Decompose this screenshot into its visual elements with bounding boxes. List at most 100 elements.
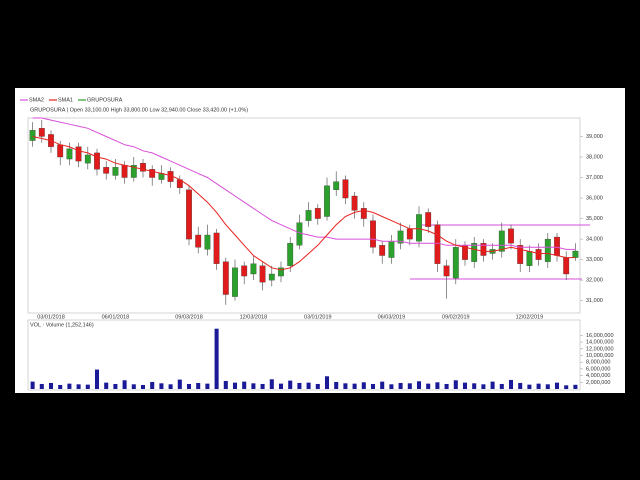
volume-bar xyxy=(324,376,330,389)
x-tick-label: 09/03/2018 xyxy=(175,314,203,320)
volume-bar xyxy=(435,382,440,389)
y-tick-label: 31,000 xyxy=(586,298,603,304)
y-tick-label: 16,000,000 xyxy=(586,333,614,339)
volume-bar xyxy=(481,384,486,389)
y-tick-label: 14,000,000 xyxy=(586,340,614,346)
volume-info: VOL · Volume (1,252,146) xyxy=(30,322,94,328)
volume-bar xyxy=(58,384,63,389)
candle-body xyxy=(434,224,441,264)
volume-bar xyxy=(462,382,468,389)
candle-body xyxy=(480,243,487,256)
candle-body xyxy=(379,245,386,256)
candle-body xyxy=(508,228,514,244)
candle-body xyxy=(75,146,82,162)
volume-bar xyxy=(196,382,201,389)
volume-bar xyxy=(389,384,394,389)
sma-line xyxy=(32,117,576,250)
volume-bar xyxy=(177,379,182,389)
price-info: GRUPOSURA | Open 33,100.00 High 33,800.0… xyxy=(30,107,248,113)
x-tick-label: 12/02/2019 xyxy=(516,314,544,320)
candle-body xyxy=(388,241,395,258)
candle-body xyxy=(471,243,478,262)
volume-bar xyxy=(490,381,495,389)
candle-body xyxy=(333,181,340,190)
candle-body xyxy=(130,165,137,178)
candle-body xyxy=(222,261,229,295)
volume-bar xyxy=(122,380,127,389)
x-tick-label: 12/03/2018 xyxy=(240,314,268,320)
candle-body xyxy=(84,154,91,164)
volume-bar xyxy=(242,381,247,389)
candle-body xyxy=(360,208,367,219)
candle-body xyxy=(452,247,459,279)
candle-body xyxy=(103,167,110,174)
y-tick-label: 10,000,000 xyxy=(586,353,614,359)
candle-body xyxy=(287,243,294,266)
volume-bar xyxy=(104,382,109,389)
volume-bar xyxy=(85,384,90,389)
candle-body xyxy=(241,265,248,277)
candle-body xyxy=(140,163,146,172)
volume-bar xyxy=(573,384,578,389)
y-tick-label: 4,000,000 xyxy=(586,373,610,379)
candle-body xyxy=(572,250,579,258)
candle-body xyxy=(342,179,349,199)
volume-bar xyxy=(444,383,449,389)
volume-bar xyxy=(453,380,458,389)
volume-frame xyxy=(27,319,581,391)
candle-body xyxy=(406,228,413,240)
volume-bar xyxy=(30,381,35,389)
volume-bar xyxy=(186,383,192,389)
volume-bar xyxy=(334,381,339,389)
volume-bar xyxy=(416,381,422,389)
x-tick-label: 09/02/2019 xyxy=(442,314,470,320)
y-tick-label: 36,000 xyxy=(586,196,603,202)
legend-label: GRUPOSURA xyxy=(87,97,123,103)
volume-bar xyxy=(269,379,274,389)
volume-bar xyxy=(380,381,385,389)
volume-bar xyxy=(352,383,357,389)
chart-panel xyxy=(15,88,625,393)
volume-bar xyxy=(499,383,504,389)
x-tick-label: 03/01/2019 xyxy=(304,314,332,320)
volume-bar xyxy=(223,380,228,389)
volume-bar xyxy=(564,385,569,389)
volume-bar xyxy=(159,383,164,389)
y-tick-label: 8,000,000 xyxy=(586,360,610,366)
candle-body xyxy=(195,234,202,248)
volume-bar xyxy=(426,383,431,389)
candle-body xyxy=(204,234,211,250)
volume-bar xyxy=(398,382,403,389)
candle-body xyxy=(29,130,36,141)
volume-bar xyxy=(113,383,118,389)
candle-body xyxy=(498,230,505,252)
y-tick-label: 2,000,000 xyxy=(586,380,610,386)
volume-bar xyxy=(370,383,376,389)
x-tick-label: 03/01/2018 xyxy=(37,314,65,320)
volume-bar xyxy=(527,384,532,389)
volume-bar xyxy=(315,383,320,389)
volume-bar xyxy=(76,384,81,389)
volume-bar xyxy=(168,384,173,389)
candle-body xyxy=(305,210,312,221)
candle-body xyxy=(213,232,220,264)
candle-body xyxy=(397,230,404,244)
candle-body xyxy=(314,208,321,219)
y-tick-label: 39,000 xyxy=(586,134,603,140)
candle-body xyxy=(66,148,73,160)
price-frame xyxy=(27,117,581,314)
volume-bar xyxy=(131,384,136,389)
candle-body xyxy=(250,263,257,275)
candle-body xyxy=(425,212,432,227)
y-tick-label: 6,000,000 xyxy=(586,366,610,372)
candle-body xyxy=(544,238,551,262)
volume-bar xyxy=(150,381,155,389)
volume-bar xyxy=(361,382,366,389)
volume-bar xyxy=(260,383,265,389)
volume-bar xyxy=(288,380,293,389)
candle-body xyxy=(563,257,570,275)
candle-body xyxy=(443,265,450,277)
legend-label: SMA2 xyxy=(29,97,44,103)
candle-body xyxy=(57,144,64,158)
